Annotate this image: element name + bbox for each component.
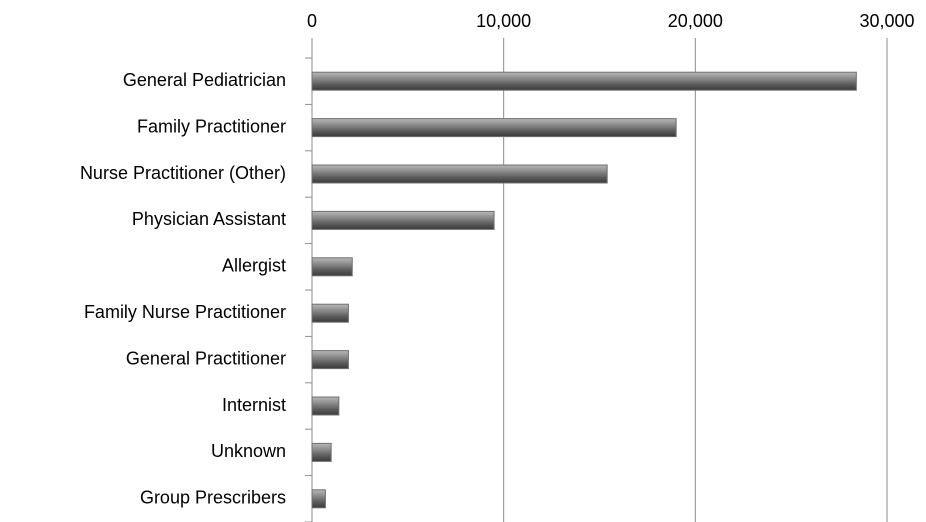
bar [311, 257, 353, 277]
bar [311, 350, 349, 370]
x-tick-label: 20,000 [668, 11, 723, 31]
bar [311, 489, 326, 509]
x-tick-label: 30,000 [859, 11, 914, 31]
bar [311, 71, 857, 91]
y-tick-label: Family Nurse Practitioner [84, 302, 286, 322]
y-tick-label: Allergist [222, 256, 286, 276]
y-tick-label: General Pediatrician [123, 70, 286, 90]
y-tick-label: Physician Assistant [132, 209, 286, 229]
bar [311, 164, 608, 184]
x-tick-label: 10,000 [476, 11, 531, 31]
y-tick-label: Internist [222, 395, 286, 415]
bar [311, 442, 332, 462]
bar [311, 118, 677, 138]
bar [311, 303, 349, 323]
x-tick-label: 0 [307, 11, 317, 31]
y-tick-label: Unknown [211, 441, 286, 461]
bar [311, 396, 340, 416]
y-tick-label: Nurse Practitioner (Other) [80, 163, 286, 183]
y-tick-label: General Practitioner [126, 348, 286, 368]
y-tick-label: Family Practitioner [137, 116, 286, 136]
bar [311, 210, 495, 230]
y-tick-label: Group Prescribers [140, 488, 286, 508]
